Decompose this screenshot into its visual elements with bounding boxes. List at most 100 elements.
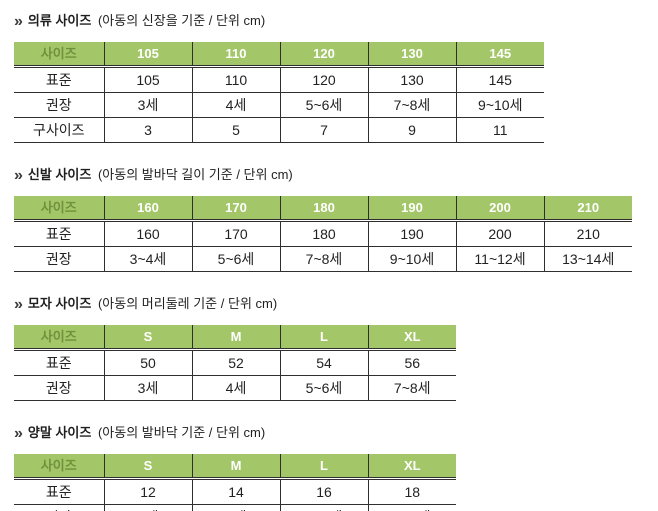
size-column-header: M xyxy=(191,454,280,480)
section-title: » 신발 사이즈 (아동의 발바닥 길이 기준 / 단위 cm) xyxy=(14,164,658,185)
value-cell: 11 xyxy=(455,117,544,143)
row-label-cell: 구사이즈 xyxy=(14,117,104,143)
value-cell: 11~12세 xyxy=(455,246,544,272)
size-column-header: 105 xyxy=(103,42,192,68)
section-subtitle: (아동의 머리둘레 기준 / 단위 cm) xyxy=(97,296,278,311)
value-cell: 5~6세 xyxy=(279,92,368,118)
size-column-header: 180 xyxy=(279,196,368,222)
section-title-text: 의류 사이즈 xyxy=(27,13,92,28)
value-cell: 160 xyxy=(103,220,192,247)
value-cell: 3~4세 xyxy=(103,246,192,272)
section-title-text: 신발 사이즈 xyxy=(27,167,92,182)
value-cell: 200 xyxy=(455,220,544,247)
double-chevron-icon: » xyxy=(14,13,23,30)
size-column-header: L xyxy=(279,325,368,351)
value-cell: 5 xyxy=(191,117,280,143)
table-header-row: 사이즈 S M L XL xyxy=(14,325,456,351)
value-cell: 7~8세 xyxy=(367,92,456,118)
value-cell: 110 xyxy=(191,66,280,93)
value-cell: 54 xyxy=(279,349,368,376)
size-column-header: 130 xyxy=(367,42,456,68)
section-title-text: 모자 사이즈 xyxy=(27,296,92,311)
size-label-header: 사이즈 xyxy=(14,42,104,68)
section-hat-sizes: » 모자 사이즈 (아동의 머리둘레 기준 / 단위 cm) 사이즈 S M L XL 표준… xyxy=(14,293,658,401)
value-cell: 210 xyxy=(543,220,632,247)
value-cell: 16 xyxy=(279,478,368,505)
section-title: » 양말 사이즈 (아동의 발바닥 기준 / 단위 cm) xyxy=(14,422,658,443)
row-label-cell: 권장 xyxy=(14,92,104,118)
value-cell: 7~8세 xyxy=(367,504,456,511)
value-cell: 52 xyxy=(191,349,280,376)
value-cell: 9~10세 xyxy=(367,246,456,272)
section-subtitle: (아동의 발바닥 길이 기준 / 단위 cm) xyxy=(97,167,293,182)
double-chevron-icon: » xyxy=(14,425,23,442)
value-cell: 105 xyxy=(103,66,192,93)
size-column-header: XL xyxy=(367,325,456,351)
value-cell: 13~14세 xyxy=(543,246,632,272)
size-column-header: 110 xyxy=(191,42,280,68)
table-row: 표준 12 14 16 18 xyxy=(14,478,456,505)
row-label-cell: 표준 xyxy=(14,478,104,505)
value-cell: 14 xyxy=(191,478,280,505)
sock-size-table: 사이즈SMLXL표준12141618권장3세4세5~6세7~8세 xyxy=(14,454,456,511)
value-cell: 4세 xyxy=(191,504,280,511)
value-cell: 7~8세 xyxy=(367,375,456,401)
value-cell: 9~10세 xyxy=(455,92,544,118)
size-column-header: 210 xyxy=(543,196,632,222)
size-column-header: 170 xyxy=(191,196,280,222)
section-subtitle: (아동의 발바닥 기준 / 단위 cm) xyxy=(97,425,266,440)
table-row: 권장 3세 4세 5~6세 7~8세 9~10세 xyxy=(14,92,544,118)
value-cell: 170 xyxy=(191,220,280,247)
size-column-header: S xyxy=(103,454,192,480)
section-title: » 모자 사이즈 (아동의 머리둘레 기준 / 단위 cm) xyxy=(14,293,658,314)
value-cell: 12 xyxy=(103,478,192,505)
value-cell: 5~6세 xyxy=(279,504,368,511)
value-cell: 7~8세 xyxy=(279,246,368,272)
row-label-cell: 표준 xyxy=(14,66,104,93)
value-cell: 7 xyxy=(279,117,368,143)
value-cell: 130 xyxy=(367,66,456,93)
value-cell: 5~6세 xyxy=(191,246,280,272)
section-sock-sizes: » 양말 사이즈 (아동의 발바닥 기준 / 단위 cm) 사이즈 S M L XL 표준 1… xyxy=(14,422,658,511)
size-label-header: 사이즈 xyxy=(14,454,104,480)
double-chevron-icon: » xyxy=(14,296,23,313)
row-label-cell: 표준 xyxy=(14,220,104,247)
value-cell: 145 xyxy=(455,66,544,93)
size-column-header: 200 xyxy=(455,196,544,222)
value-cell: 9 xyxy=(367,117,456,143)
table-row: 표준 105 110 120 130 145 xyxy=(14,66,544,93)
value-cell: 3세 xyxy=(103,375,192,401)
section-title: » 의류 사이즈 (아동의 신장을 기준 / 단위 cm) xyxy=(14,10,658,31)
size-label-header: 사이즈 xyxy=(14,196,104,222)
value-cell: 50 xyxy=(103,349,192,376)
size-column-header: S xyxy=(103,325,192,351)
row-label-cell: 권장 xyxy=(14,375,104,401)
double-chevron-icon: » xyxy=(14,167,23,184)
section-clothing-sizes: » 의류 사이즈 (아동의 신장을 기준 / 단위 cm) 사이즈 105 110 12… xyxy=(14,10,658,143)
table-header-row: 사이즈 105 110 120 130 145 xyxy=(14,42,544,68)
value-cell: 18 xyxy=(367,478,456,505)
value-cell: 180 xyxy=(279,220,368,247)
size-column-header: 190 xyxy=(367,196,456,222)
row-label-cell: 권장 xyxy=(14,504,104,511)
table-row: 구사이즈 3 5 7 9 11 xyxy=(14,117,544,143)
table-row: 표준 50 52 54 56 xyxy=(14,349,456,376)
size-column-header: M xyxy=(191,325,280,351)
value-cell: 3세 xyxy=(103,92,192,118)
value-cell: 3세 xyxy=(103,504,192,511)
value-cell: 4세 xyxy=(191,375,280,401)
value-cell: 4세 xyxy=(191,92,280,118)
value-cell: 120 xyxy=(279,66,368,93)
value-cell: 5~6세 xyxy=(279,375,368,401)
size-column-header: 145 xyxy=(455,42,544,68)
size-label-header: 사이즈 xyxy=(14,325,104,351)
shoe-size-table: 사이즈 160 170 180 190 200 210 표준 160 170 180 190 200 21… xyxy=(14,196,632,272)
table-header-row: 사이즈 S M L XL xyxy=(14,454,456,480)
clothing-size-table: 사이즈 105 110 120 130 145 표준 105 110 120 130 145 권장 3세 4… xyxy=(14,42,544,143)
section-subtitle: (아동의 신장을 기준 / 단위 cm) xyxy=(97,13,266,28)
row-label-cell: 권장 xyxy=(14,246,104,272)
size-column-header: 120 xyxy=(279,42,368,68)
hat-size-table: 사이즈 S M L XL 표준 50 52 54 56 권장 3세 4세 5~6세 7~8세 xyxy=(14,325,456,401)
